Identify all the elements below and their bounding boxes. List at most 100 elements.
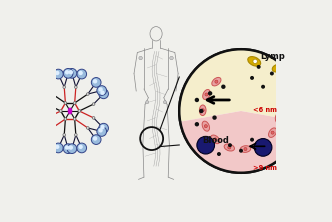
Text: <6 nm: <6 nm (253, 107, 277, 113)
Circle shape (64, 118, 67, 120)
Circle shape (64, 102, 67, 104)
Text: Blood: Blood (202, 136, 229, 145)
Circle shape (51, 93, 53, 95)
Circle shape (63, 134, 65, 136)
Circle shape (195, 122, 199, 127)
Circle shape (74, 86, 77, 88)
Circle shape (78, 145, 83, 149)
Circle shape (55, 71, 59, 75)
Wedge shape (180, 111, 302, 173)
Circle shape (53, 69, 63, 79)
Circle shape (261, 85, 265, 89)
Circle shape (69, 145, 73, 150)
Ellipse shape (272, 64, 285, 72)
Ellipse shape (285, 80, 294, 91)
Circle shape (67, 68, 77, 78)
Circle shape (139, 56, 142, 60)
Circle shape (215, 80, 218, 83)
Circle shape (204, 125, 208, 128)
Circle shape (199, 109, 204, 113)
Ellipse shape (203, 89, 210, 99)
Ellipse shape (278, 50, 288, 59)
Circle shape (277, 66, 282, 70)
Ellipse shape (240, 146, 251, 152)
Circle shape (92, 117, 95, 119)
Ellipse shape (275, 112, 282, 123)
Circle shape (250, 76, 254, 80)
Circle shape (86, 93, 89, 95)
Ellipse shape (211, 135, 220, 144)
Circle shape (65, 145, 69, 150)
Wedge shape (179, 49, 303, 122)
Circle shape (208, 91, 212, 95)
Circle shape (279, 83, 283, 87)
Circle shape (228, 143, 232, 147)
Ellipse shape (68, 108, 72, 114)
Circle shape (282, 53, 286, 57)
Circle shape (253, 59, 257, 63)
Circle shape (170, 56, 173, 60)
Ellipse shape (256, 140, 266, 148)
Circle shape (91, 77, 101, 87)
Circle shape (221, 85, 225, 89)
Ellipse shape (248, 57, 261, 66)
Circle shape (45, 103, 48, 105)
Circle shape (93, 79, 97, 83)
Circle shape (63, 144, 73, 154)
Circle shape (59, 110, 62, 112)
Circle shape (63, 86, 65, 88)
Circle shape (99, 123, 109, 133)
Circle shape (93, 136, 97, 141)
Circle shape (97, 127, 107, 136)
Circle shape (254, 139, 272, 156)
Circle shape (163, 101, 166, 104)
Circle shape (77, 143, 87, 153)
Circle shape (100, 91, 105, 95)
Circle shape (250, 138, 254, 142)
Circle shape (244, 147, 247, 151)
Circle shape (288, 83, 292, 88)
Circle shape (45, 117, 48, 119)
Ellipse shape (269, 128, 277, 137)
Circle shape (217, 152, 221, 156)
Circle shape (277, 116, 280, 119)
Circle shape (197, 136, 214, 154)
Circle shape (270, 71, 274, 75)
Circle shape (99, 89, 109, 99)
Circle shape (257, 65, 261, 69)
Circle shape (201, 109, 204, 112)
Circle shape (55, 145, 59, 149)
Circle shape (205, 93, 208, 96)
Circle shape (91, 135, 101, 145)
Circle shape (239, 149, 243, 153)
Circle shape (73, 102, 76, 104)
Circle shape (97, 86, 107, 95)
Ellipse shape (202, 121, 209, 131)
Circle shape (78, 110, 81, 112)
Circle shape (146, 101, 149, 104)
Circle shape (98, 128, 103, 133)
Circle shape (65, 70, 69, 74)
Circle shape (212, 115, 217, 120)
Circle shape (214, 138, 217, 141)
Circle shape (179, 49, 303, 173)
Circle shape (92, 103, 95, 105)
Circle shape (73, 118, 76, 120)
Ellipse shape (200, 105, 206, 116)
Circle shape (74, 134, 77, 136)
Circle shape (98, 87, 103, 92)
Circle shape (51, 127, 53, 129)
Circle shape (86, 127, 89, 129)
Circle shape (67, 144, 77, 154)
Circle shape (69, 70, 73, 74)
Circle shape (271, 131, 274, 134)
Text: Lymp: Lymp (260, 52, 285, 61)
Ellipse shape (212, 77, 221, 86)
Ellipse shape (224, 144, 234, 151)
Circle shape (259, 142, 262, 145)
Circle shape (53, 143, 63, 153)
Text: >9 nm: >9 nm (253, 165, 277, 171)
Circle shape (78, 71, 83, 75)
Circle shape (63, 68, 73, 78)
Circle shape (195, 98, 199, 102)
